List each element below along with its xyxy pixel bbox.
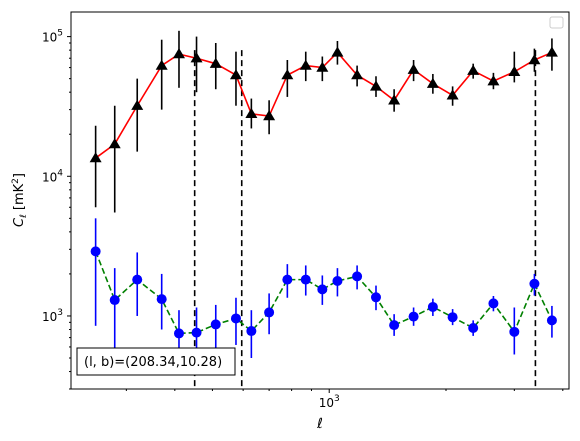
data-point <box>190 52 203 63</box>
annotation-text: (l, b)=(208.34,10.28) <box>84 355 222 370</box>
data-point <box>389 320 400 331</box>
data-point <box>317 284 328 295</box>
y-axis-label: Cℓ [mK2] <box>11 173 29 227</box>
data-point <box>488 298 499 309</box>
data-point <box>370 292 381 303</box>
data-point <box>132 274 143 285</box>
data-point <box>245 107 258 119</box>
data-point <box>331 46 344 57</box>
data-point <box>545 46 558 57</box>
data-point <box>468 323 479 334</box>
data-point <box>156 294 167 305</box>
data-point <box>109 295 120 306</box>
data-point <box>427 301 438 312</box>
data-point <box>282 274 293 285</box>
y-tick-label: 104 <box>42 168 63 184</box>
y-tick-label: 105 <box>42 29 63 45</box>
data-point <box>546 315 557 326</box>
data-point <box>447 312 458 323</box>
data-point <box>90 246 101 257</box>
y-tick-label: 103 <box>42 308 63 324</box>
data-point <box>264 307 275 318</box>
legend-box <box>549 16 564 29</box>
data-point <box>407 63 420 74</box>
x-tick-label: 103 <box>319 394 340 410</box>
data-point <box>131 99 144 110</box>
data-point <box>528 53 541 65</box>
data-point <box>229 69 242 80</box>
data-point <box>209 57 222 68</box>
data-point <box>467 64 480 75</box>
data-point <box>299 59 312 70</box>
x-axis-label: ℓ <box>316 416 323 432</box>
data-point <box>408 311 419 322</box>
plot-area <box>71 12 569 389</box>
annotation-box <box>76 347 236 376</box>
data-point <box>316 61 329 72</box>
data-point <box>332 275 343 286</box>
data-point <box>529 278 540 289</box>
data-point <box>351 69 364 80</box>
data-point <box>89 152 102 163</box>
data-point <box>172 48 185 59</box>
data-point <box>191 327 202 338</box>
data-point <box>246 326 257 337</box>
series <box>90 218 557 362</box>
data-point <box>509 326 520 337</box>
series <box>89 30 558 213</box>
data-point <box>300 274 311 285</box>
data-point <box>426 77 439 88</box>
series-layer <box>89 30 558 362</box>
data-point <box>108 138 121 149</box>
data-point <box>173 328 184 339</box>
data-point <box>487 75 500 86</box>
data-point <box>155 59 168 70</box>
data-point <box>230 313 241 324</box>
data-point <box>508 65 521 76</box>
ticks: 103 104 105 103 <box>42 29 564 410</box>
data-point <box>388 94 401 105</box>
data-point <box>369 80 382 91</box>
data-point <box>352 271 363 282</box>
annotation: (l, b)=(208.34,10.28) <box>76 347 236 376</box>
data-point <box>263 110 276 121</box>
axes-frame <box>70 11 570 390</box>
data-point <box>210 319 221 330</box>
data-point <box>281 69 294 80</box>
data-point <box>446 89 459 100</box>
